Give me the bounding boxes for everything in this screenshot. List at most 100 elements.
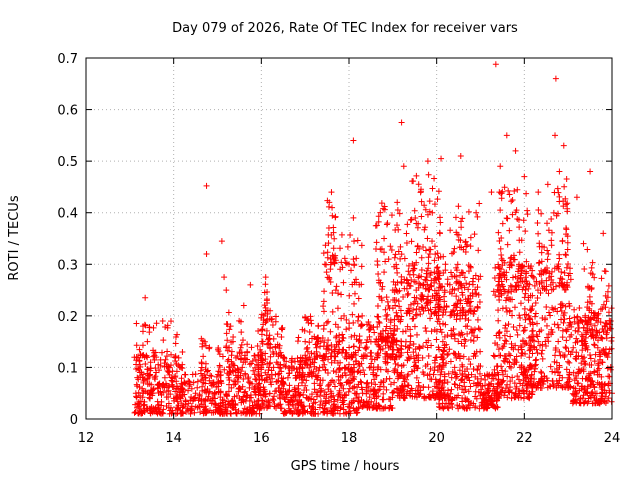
data-point	[174, 405, 181, 412]
data-point	[568, 331, 575, 338]
data-point	[236, 385, 243, 392]
data-point	[528, 371, 535, 378]
data-point	[312, 406, 319, 413]
data-point	[417, 390, 424, 397]
data-point	[558, 300, 565, 307]
data-point	[301, 387, 308, 394]
data-point	[321, 288, 328, 295]
data-point	[437, 219, 444, 226]
data-point	[337, 374, 344, 381]
data-point	[272, 318, 279, 325]
data-point	[338, 291, 345, 298]
data-point	[218, 238, 225, 245]
data-point	[308, 320, 315, 327]
data-point	[339, 334, 346, 341]
data-point	[473, 209, 480, 216]
data-point	[214, 346, 221, 353]
data-point	[511, 380, 518, 387]
data-point	[506, 191, 513, 198]
data-point	[505, 350, 512, 357]
data-point	[226, 381, 233, 388]
data-point	[508, 283, 515, 290]
data-point	[421, 226, 428, 233]
data-point	[502, 325, 509, 331]
data-point	[371, 388, 378, 395]
data-point	[508, 395, 515, 402]
data-point	[306, 364, 313, 371]
data-point	[325, 203, 332, 210]
data-point	[197, 367, 204, 374]
data-point	[504, 241, 511, 248]
data-point	[530, 274, 537, 281]
data-point	[580, 366, 587, 373]
data-point	[533, 320, 540, 327]
data-point	[427, 282, 434, 289]
data-point	[520, 387, 527, 394]
data-point	[377, 346, 384, 353]
data-point	[470, 338, 477, 345]
data-point	[322, 366, 329, 373]
data-point	[529, 336, 536, 343]
data-point	[363, 384, 370, 391]
data-point	[523, 268, 530, 275]
data-point	[415, 357, 422, 364]
data-point	[445, 370, 452, 377]
data-point	[461, 368, 468, 375]
data-point	[431, 257, 438, 264]
data-point	[140, 379, 147, 386]
data-point	[363, 339, 370, 346]
data-point	[334, 397, 341, 404]
data-point	[435, 276, 442, 283]
data-point	[379, 337, 386, 344]
data-point	[590, 310, 597, 317]
data-point	[172, 373, 179, 380]
data-point	[434, 250, 441, 257]
data-point	[558, 307, 565, 314]
data-point	[506, 307, 513, 314]
data-point	[325, 240, 332, 247]
data-point	[546, 309, 553, 316]
data-point	[496, 281, 503, 288]
data-point	[258, 364, 265, 371]
data-point	[571, 318, 578, 325]
data-point	[392, 251, 399, 258]
data-point	[271, 393, 278, 400]
data-point	[331, 348, 338, 355]
data-point	[542, 338, 549, 345]
data-point	[529, 328, 536, 335]
data-point	[587, 355, 594, 362]
data-point	[381, 249, 388, 256]
data-point	[571, 377, 578, 384]
data-point	[499, 367, 506, 374]
data-point	[265, 336, 272, 343]
data-point	[374, 313, 381, 320]
data-point	[535, 189, 542, 196]
data-point	[478, 386, 485, 393]
data-point	[431, 364, 438, 371]
data-point	[501, 353, 508, 360]
data-point	[382, 342, 389, 349]
data-point	[297, 391, 304, 398]
y-tick-label: 0	[70, 413, 78, 428]
data-point	[146, 329, 153, 336]
data-point	[438, 329, 445, 336]
data-point	[305, 316, 312, 323]
data-point	[307, 369, 314, 376]
data-point	[379, 396, 386, 403]
data-point	[316, 382, 323, 389]
data-point	[550, 209, 557, 216]
data-point	[503, 308, 510, 315]
data-point	[422, 324, 429, 331]
data-point	[464, 374, 471, 381]
data-point	[358, 360, 365, 367]
data-point	[395, 248, 402, 255]
data-point	[495, 317, 502, 324]
data-point	[332, 213, 339, 220]
data-point	[382, 327, 389, 334]
data-point	[528, 342, 535, 349]
data-point	[215, 368, 222, 375]
data-point	[442, 267, 449, 274]
data-point	[313, 336, 320, 343]
axis-ticks	[85, 57, 613, 420]
data-point	[597, 399, 604, 406]
